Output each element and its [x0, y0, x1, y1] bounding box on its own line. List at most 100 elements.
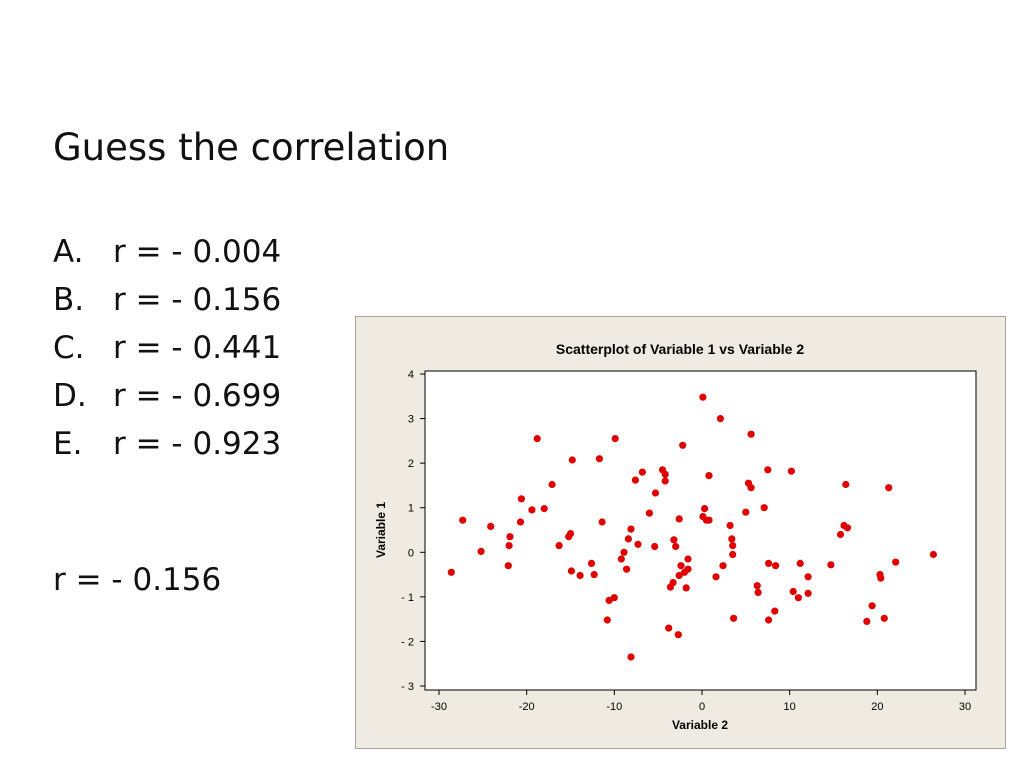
x-tick-label: -30	[431, 701, 447, 713]
scatter-point	[617, 555, 625, 563]
y-tick-label: - 1	[401, 592, 414, 604]
option-b: B. r = - 0.156	[53, 276, 281, 324]
x-axis: -30 -20 -10 0 10 20 30	[431, 690, 971, 713]
data-points	[447, 393, 938, 661]
answer-text: r = - 0.156	[53, 562, 222, 598]
y-tick-label: 1	[408, 503, 414, 515]
y-tick-label: - 2	[401, 636, 414, 648]
option-letter: B.	[53, 282, 85, 318]
scatter-point	[598, 518, 606, 526]
option-text: r = - 0.156	[113, 282, 282, 318]
scatter-point	[765, 616, 773, 624]
scatter-point	[892, 558, 900, 566]
scatter-point	[506, 533, 514, 541]
scatter-point	[675, 515, 683, 523]
scatter-point	[631, 476, 639, 484]
scatter-point	[877, 574, 885, 582]
scatter-point	[665, 624, 673, 632]
answer-options: A. r = - 0.004 B. r = - 0.156 C. r = - 0.44…	[53, 228, 281, 468]
scatter-point	[716, 415, 724, 423]
option-c: C. r = - 0.441	[53, 324, 281, 372]
scatter-point	[729, 542, 737, 550]
option-letter: A.	[53, 234, 84, 270]
option-text: r = - 0.699	[113, 378, 282, 414]
scatter-point	[699, 393, 707, 401]
scatter-point	[760, 504, 768, 512]
scatter-point	[627, 653, 635, 661]
option-letter: D.	[53, 378, 87, 414]
scatter-point	[624, 535, 632, 543]
y-tick-label: 2	[408, 458, 414, 470]
scatter-point	[880, 614, 888, 622]
scatter-point	[836, 530, 845, 539]
scatter-point	[729, 550, 737, 559]
scatter-point	[705, 472, 713, 480]
scatter-point	[796, 559, 804, 567]
scatter-point	[764, 466, 772, 474]
y-tick-label: 4	[408, 369, 414, 381]
scatter-point	[804, 573, 812, 581]
scatter-point	[684, 565, 692, 573]
scatter-point	[516, 518, 525, 526]
x-tick-label: 0	[699, 701, 705, 713]
scatter-point	[565, 533, 573, 541]
scatter-point	[787, 467, 795, 475]
scatter-point	[669, 579, 677, 587]
option-letter: C.	[53, 330, 85, 366]
scatter-point	[568, 456, 576, 464]
scatter-point	[661, 470, 669, 478]
scatter-point	[789, 587, 797, 596]
slide-title: Guess the correlation	[53, 126, 450, 169]
option-text: r = - 0.923	[113, 426, 282, 462]
scatter-point	[843, 524, 852, 532]
scatter-point	[548, 480, 556, 489]
scatter-point	[555, 542, 563, 550]
scatter-point	[679, 441, 687, 449]
x-tick-label: 30	[959, 701, 971, 713]
scatter-point	[505, 542, 513, 550]
scatter-point	[747, 430, 755, 438]
scatter-point	[684, 555, 692, 563]
scatter-point	[533, 435, 541, 443]
y-tick-label: 0	[408, 547, 414, 559]
scatter-point	[487, 522, 495, 530]
scatter-point	[672, 542, 680, 551]
scatter-point	[517, 495, 525, 503]
scatter-point	[753, 582, 761, 590]
scatter-point	[772, 562, 780, 570]
scatter-point	[868, 602, 876, 610]
scatter-point	[754, 588, 762, 596]
x-tick-label: 10	[784, 701, 796, 713]
option-text: r = - 0.004	[113, 234, 282, 270]
scatter-point	[638, 468, 646, 476]
scatter-point	[885, 484, 893, 492]
x-axis-label: Variable 2	[672, 718, 728, 732]
scatter-point	[611, 435, 619, 443]
scatter-point	[587, 559, 596, 567]
scatter-point	[595, 455, 603, 463]
plot-area	[424, 370, 977, 691]
chart-title: Scatterplot of Variable 1 vs Variable 2	[556, 341, 804, 357]
scatter-point	[794, 594, 802, 602]
scatter-point	[929, 550, 938, 559]
scatter-point	[675, 571, 683, 580]
scatter-point	[623, 565, 631, 573]
scatter-point	[705, 516, 713, 524]
scatter-point	[645, 509, 653, 517]
scatter-point	[765, 559, 773, 567]
scatter-point	[459, 516, 467, 524]
scatter-point	[651, 489, 660, 497]
scatter-point	[804, 589, 812, 597]
x-tick-label: -10	[606, 701, 622, 713]
scatter-point	[863, 617, 871, 625]
scatter-point	[528, 506, 536, 514]
y-axis-label: Variable 1	[374, 502, 388, 558]
scatter-point	[610, 594, 618, 602]
scatter-point	[742, 508, 750, 516]
x-tick-label: 20	[871, 701, 883, 713]
scatter-point	[620, 548, 628, 556]
option-a: A. r = - 0.004	[53, 228, 281, 276]
scatter-point	[701, 505, 709, 513]
scatter-point	[842, 480, 850, 489]
scatter-point	[726, 521, 734, 530]
